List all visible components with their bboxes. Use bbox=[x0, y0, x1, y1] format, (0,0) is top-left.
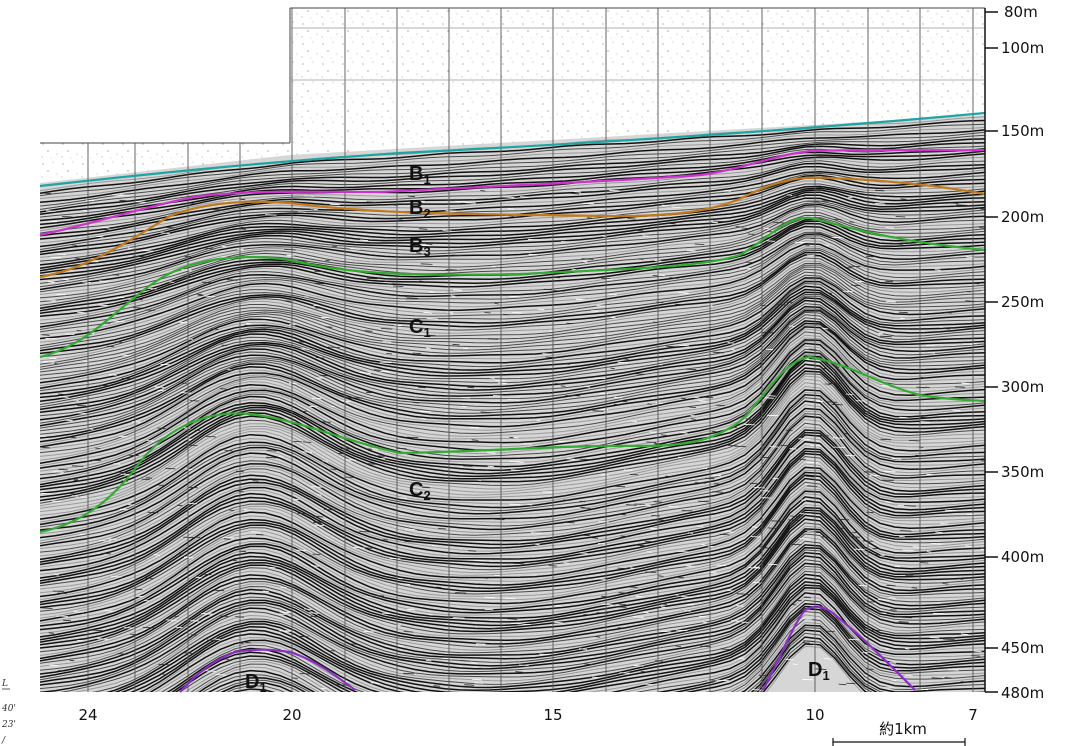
margin-fragment-2: 40' bbox=[1, 704, 16, 714]
d1-top-right bbox=[762, 605, 916, 691]
horizon-b2-b3 bbox=[39, 176, 986, 279]
margin-fragment-1: L bbox=[1, 679, 8, 689]
depth-tick-450m: 450m bbox=[1001, 639, 1044, 657]
depth-tick-250m: 250m bbox=[1001, 293, 1044, 311]
sediment-section bbox=[40, 115, 985, 692]
depth-tick-150m: 150m bbox=[1001, 122, 1044, 140]
layer-labels: B1 B2 B3 C1 C2 D1 D1 bbox=[245, 163, 830, 695]
scale-bar: 約1km bbox=[832, 720, 966, 746]
distance-tick-15: 15 bbox=[543, 706, 562, 724]
distance-tick-24: 24 bbox=[78, 706, 97, 724]
layer-label-d1-left: D1 bbox=[245, 671, 267, 695]
margin-fragments: L 40' 23' / bbox=[1, 679, 16, 746]
distance-tick-10: 10 bbox=[805, 706, 824, 724]
seafloor-horizon bbox=[39, 111, 986, 188]
margin-fragment-4: / bbox=[1, 736, 6, 746]
horizon-b3-c1 bbox=[39, 216, 986, 359]
horizon-c1-c2 bbox=[39, 355, 986, 534]
depth-tick-480m: 480m bbox=[1001, 684, 1044, 702]
distance-tick-7: 7 bbox=[968, 706, 978, 724]
distance-axis: 24 20 15 10 7 bbox=[78, 706, 977, 724]
margin-fragment-3: 23' bbox=[1, 720, 16, 730]
depth-tick-100m: 100m bbox=[1001, 39, 1044, 57]
d1-top-left bbox=[179, 648, 356, 693]
depth-tick-80m: 80m bbox=[1004, 3, 1038, 21]
distance-tick-20: 20 bbox=[282, 706, 301, 724]
scale-bar-label: 約1km bbox=[879, 720, 927, 738]
layer-label-b3: B3 bbox=[409, 235, 431, 259]
layer-label-d1-right: D1 bbox=[808, 659, 830, 683]
layer-label-b2: B2 bbox=[409, 197, 431, 221]
depth-tick-350m: 350m bbox=[1001, 463, 1044, 481]
water-gridlines bbox=[290, 27, 985, 81]
layer-label-b1: B1 bbox=[409, 163, 431, 187]
interpreted-horizons bbox=[39, 111, 986, 693]
layer-label-c2: C2 bbox=[409, 479, 431, 503]
depth-tick-200m: 200m bbox=[1001, 208, 1044, 226]
fix-marker-lines bbox=[87, 8, 974, 692]
horizon-b1-b2 bbox=[39, 148, 986, 237]
depth-tick-400m: 400m bbox=[1001, 548, 1044, 566]
depth-scale: 80m 100m 150m 200m 250m 300m 350m 400m 4… bbox=[984, 3, 1044, 702]
layer-label-c1: C1 bbox=[409, 316, 431, 340]
depth-tick-300m: 300m bbox=[1001, 378, 1044, 396]
